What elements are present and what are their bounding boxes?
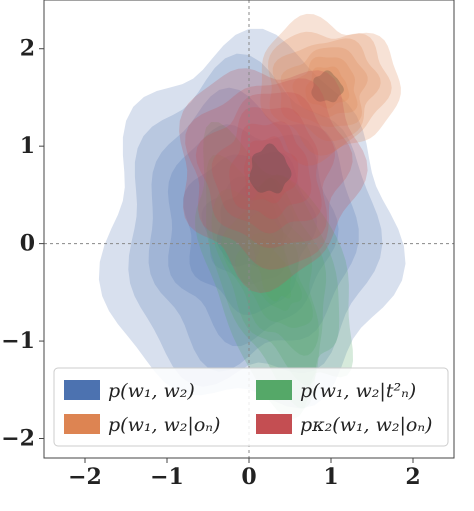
contour-level xyxy=(260,13,401,166)
x-tick-label: −2 xyxy=(68,464,102,490)
x-tick-label: −1 xyxy=(150,464,184,490)
contour-level xyxy=(250,232,302,311)
contour-level xyxy=(211,177,327,386)
legend-item-posterior-o: p(w₁, w₂|oₙ) xyxy=(64,414,220,436)
legend-label: p(w₁, w₂|t²ₙ) xyxy=(300,380,416,402)
legend-swatch xyxy=(256,414,292,434)
contour-level xyxy=(185,78,353,270)
x-tick-label: 0 xyxy=(241,464,256,490)
legend-swatch xyxy=(64,414,100,434)
contour-level xyxy=(206,154,340,409)
legend-item-prior: p(w₁, w₂) xyxy=(64,380,195,402)
contour-level xyxy=(244,136,299,204)
y-tick-label: −1 xyxy=(1,328,35,354)
contour-level xyxy=(235,211,313,328)
contour-core xyxy=(256,239,292,302)
contour-core xyxy=(249,143,292,194)
contour-level xyxy=(221,191,319,356)
legend: p(w₁, w₂) p(w₁, w₂|t²ₙ) p(w₁, w₂|oₙ) pκ₂(w₁… xyxy=(53,367,449,447)
contour-level xyxy=(201,175,294,285)
contour-level xyxy=(211,107,322,234)
contour-level xyxy=(229,121,312,220)
legend-swatch xyxy=(256,380,292,400)
contour-level xyxy=(272,38,381,142)
density-contours xyxy=(98,13,406,420)
legend-item-posterior-kappa: pκ₂(w₁, w₂|oₙ) xyxy=(256,414,432,436)
contour-core xyxy=(216,184,284,268)
y-tick-label: 2 xyxy=(20,36,35,62)
legend-box xyxy=(53,367,449,447)
contour-level xyxy=(195,92,335,248)
contour-level xyxy=(98,28,406,409)
contour-level xyxy=(179,68,368,294)
contour-core xyxy=(311,70,344,103)
legend-label: p(w₁, w₂) xyxy=(108,380,195,402)
x-tick-label: 2 xyxy=(405,464,420,490)
series-contours xyxy=(98,28,406,409)
contour-level xyxy=(280,47,368,127)
contour-level xyxy=(183,151,318,315)
axis-ticks: −2 −1 0 1 2 −2 −1 0 1 2 xyxy=(1,36,420,490)
legend-label: pκ₂(w₁, w₂|oₙ) xyxy=(300,414,432,436)
contour-level xyxy=(128,53,383,387)
contour-level xyxy=(167,124,339,347)
y-tick-label: 0 xyxy=(20,231,35,257)
legend-item-posterior-t: p(w₁, w₂|t²ₙ) xyxy=(256,380,416,402)
contour-level xyxy=(268,31,392,156)
contour-level xyxy=(195,122,353,420)
series-contours xyxy=(195,122,353,420)
contour-level xyxy=(305,66,350,109)
contour-level xyxy=(292,56,358,118)
y-tick-label: −2 xyxy=(1,426,35,452)
contour-level xyxy=(148,87,359,372)
y-tick-label: 1 xyxy=(20,133,35,159)
series-contours xyxy=(260,13,401,166)
series-contours xyxy=(179,68,368,294)
reference-lines xyxy=(44,0,454,458)
x-tick-label: 1 xyxy=(323,464,338,490)
legend-label: p(w₁, w₂|oₙ) xyxy=(108,414,220,436)
legend-swatch xyxy=(64,380,100,400)
